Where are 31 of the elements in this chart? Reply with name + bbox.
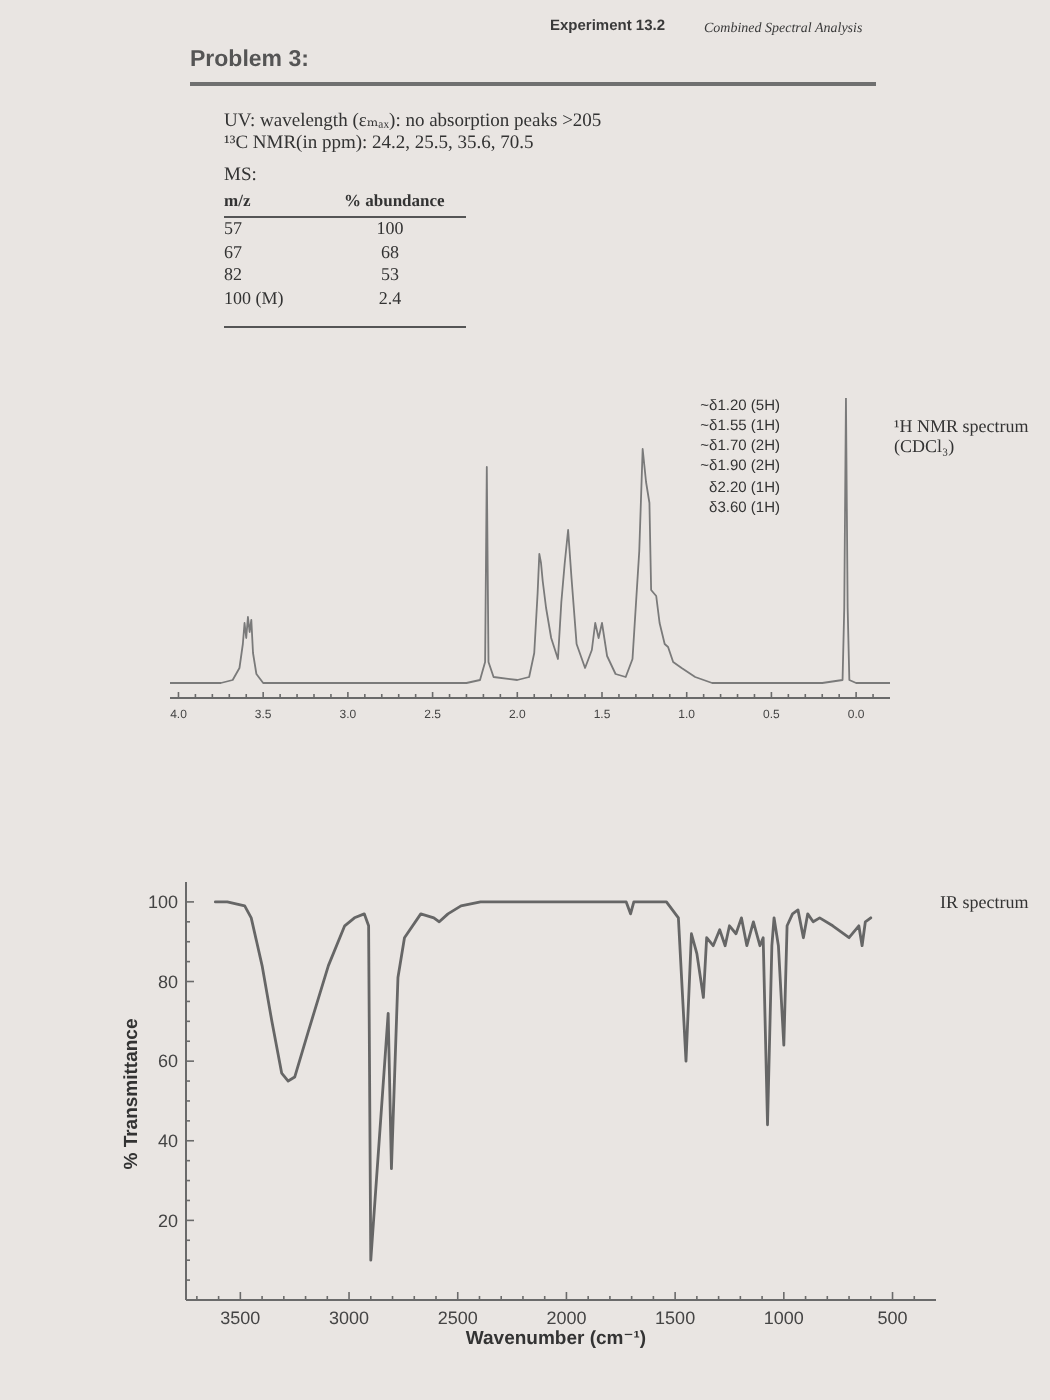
text: m/z [224, 190, 251, 212]
data-label: 53 [381, 264, 399, 285]
x-tick-label: 500 [877, 1308, 908, 1329]
line-series [213, 900, 873, 1262]
text: Problem 3: [190, 48, 309, 75]
x-tick-label: 3500 [220, 1308, 261, 1329]
data-label: 68 [381, 241, 399, 262]
category-label: 57 [224, 218, 242, 239]
text: IR spectrum [940, 892, 1029, 913]
text: MS: [224, 166, 257, 188]
x-tick-label: 1500 [655, 1308, 696, 1329]
category-label: 82 [224, 264, 242, 285]
data-label: 100 [376, 218, 404, 239]
y-axis-title: % Transmittance [121, 1018, 145, 1170]
text: ¹³C NMR(in ppm): 24.2, 25.5, 35.6, 70.5 [224, 134, 534, 156]
category-label: 100 (M) [224, 287, 284, 308]
x-tick-label: 2500 [437, 1308, 478, 1329]
category-label: 67 [224, 241, 242, 262]
text: UV: wavelength (εₘₐₓ): no absorption peaks >205 [224, 112, 602, 134]
y-tick-label: 60 [157, 1051, 178, 1072]
x-axis-title: Wavenumber (cm⁻¹) [465, 1328, 647, 1352]
x-tick-label: 3000 [329, 1308, 370, 1329]
y-tick-label: 80 [157, 971, 178, 992]
text: ¹H NMR spectrum (CDCl₃) [894, 416, 1031, 458]
x-tick-label: 2000 [546, 1308, 587, 1329]
y-tick-label: 20 [157, 1210, 178, 1231]
y-tick-label: 40 [157, 1131, 178, 1152]
x-tick-label: 1000 [763, 1308, 804, 1329]
data-label: 2.4 [378, 287, 402, 308]
y-tick-label: 100 [147, 892, 178, 913]
text: % abundance [344, 190, 445, 212]
